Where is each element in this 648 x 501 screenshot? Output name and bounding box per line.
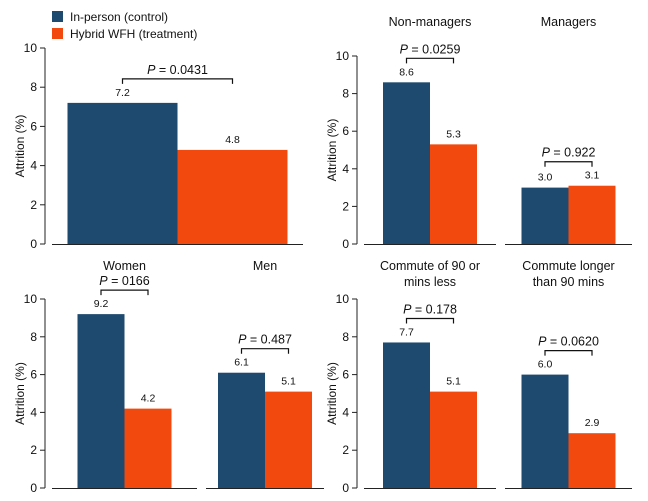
y-tick-label: 0 (342, 237, 349, 251)
legend: In-person (control) Hybrid WFH (treatmen… (52, 10, 197, 41)
y-tick-label: 0 (342, 481, 349, 495)
bar-treatment (430, 391, 477, 488)
y-axis-label: Attrition (%) (325, 362, 339, 425)
y-tick-label: 8 (30, 80, 37, 94)
y-tick-label: 10 (24, 41, 38, 55)
y-tick-label: 8 (30, 330, 37, 344)
p-value-label: P = 0166 (99, 274, 149, 288)
y-tick-label: 2 (30, 443, 37, 457)
group-title: Women (103, 259, 146, 273)
bar-value-label: 6.1 (234, 357, 249, 369)
bar-control (521, 187, 569, 244)
y-tick-label: 4 (342, 162, 349, 176)
y-tick-label: 6 (30, 119, 37, 133)
bar-treatment (124, 408, 172, 488)
bar-control (383, 342, 430, 488)
y-tick-label: 6 (30, 368, 37, 382)
y-tick-label: 6 (342, 368, 349, 382)
significance-bracket (405, 317, 455, 324)
significance-bracket (100, 289, 149, 296)
group-title: mins less (404, 275, 456, 289)
bar-treatment (568, 185, 616, 244)
bar-value-label: 8.6 (399, 66, 414, 78)
bar-value-label: 4.2 (141, 393, 156, 405)
significance-bracket (405, 57, 455, 64)
bar-control (383, 82, 430, 244)
y-axis-label: Attrition (%) (13, 115, 27, 178)
bar-control (521, 374, 569, 488)
p-value-label: P = 0.487 (238, 333, 292, 347)
bar-value-label: 5.3 (446, 128, 461, 140)
bar-treatment (265, 391, 312, 488)
legend-swatch-control (52, 11, 63, 22)
significance-bracket (544, 161, 593, 167)
p-value-label: P = 0.922 (542, 146, 596, 160)
y-tick-label: 10 (24, 292, 38, 306)
group-title: Men (253, 259, 277, 273)
y-tick-label: 2 (30, 198, 37, 212)
p-value-label: P = 0.0259 (400, 42, 461, 56)
group-title: Managers (541, 15, 597, 29)
y-tick-label: 2 (342, 443, 349, 457)
bar-value-label: 5.1 (281, 376, 296, 388)
significance-bracket (544, 350, 593, 356)
bar-control (77, 314, 125, 488)
y-axis-label: Attrition (%) (13, 362, 27, 425)
p-value-label: P = 0.178 (403, 302, 457, 316)
bar-treatment (430, 144, 477, 244)
bar-value-label: 6.0 (538, 359, 553, 371)
y-tick-label: 2 (342, 199, 349, 213)
bar-control (67, 102, 178, 244)
bar-control (218, 372, 265, 488)
bar-value-label: 9.2 (94, 298, 109, 310)
legend-label-control: In-person (control) (70, 10, 168, 24)
y-tick-label: 10 (336, 49, 350, 63)
bar-value-label: 5.1 (446, 376, 461, 388)
group-title: Non-managers (389, 15, 472, 29)
p-value-label: P = 0.0620 (538, 335, 599, 349)
bar-value-label: 3.0 (538, 172, 553, 184)
y-tick-label: 0 (30, 237, 37, 251)
bar-value-label: 2.9 (585, 417, 600, 429)
bar-value-label: 7.2 (115, 87, 130, 99)
significance-bracket (121, 78, 234, 84)
group-title: than 90 mins (533, 275, 605, 289)
bar-value-label: 7.7 (399, 326, 414, 338)
y-tick-label: 0 (30, 481, 37, 495)
bar-value-label: 4.8 (225, 134, 240, 146)
y-axis-label: Attrition (%) (325, 119, 339, 182)
y-tick-label: 8 (342, 330, 349, 344)
p-value-label: P = 0.0431 (147, 63, 208, 77)
legend-swatch-treatment (52, 28, 63, 39)
bar-treatment (177, 149, 288, 244)
y-tick-label: 8 (342, 87, 349, 101)
bar-treatment (568, 433, 616, 488)
significance-bracket (240, 348, 290, 354)
y-tick-label: 4 (30, 159, 37, 173)
panels: 0 2 4 6 8 10 Attrition (%) 7.2 4.8 P = 0.0431 0 2 4 6… (13, 15, 632, 495)
y-tick-label: 6 (342, 124, 349, 138)
y-tick-label: 10 (336, 292, 350, 306)
legend-label-treatment: Hybrid WFH (treatment) (70, 27, 197, 41)
bar-value-label: 3.1 (585, 170, 600, 182)
group-title: Commute longer (522, 259, 614, 273)
y-tick-label: 4 (342, 405, 349, 419)
group-title: Commute of 90 or (380, 259, 480, 273)
y-tick-label: 4 (30, 405, 37, 419)
